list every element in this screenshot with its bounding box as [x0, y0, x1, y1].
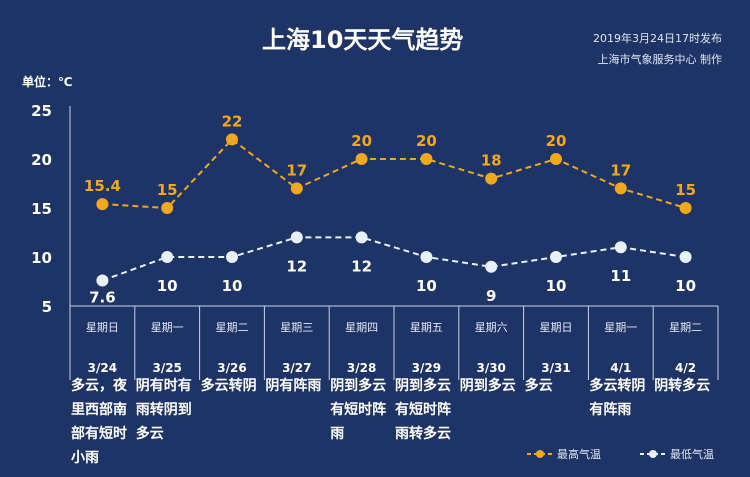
high-temp-label: 20 [351, 132, 372, 150]
low-temp-label: 10 [222, 277, 243, 295]
low-temp-label: 11 [610, 267, 631, 285]
low-temp-label: 10 [416, 277, 437, 295]
weekday-label: 星期一 [151, 321, 184, 334]
high-temp-point [226, 133, 238, 146]
low-temp-label: 10 [675, 277, 696, 295]
weather-description: 阴有阵雨 [265, 378, 322, 394]
date-label: 3/31 [541, 361, 570, 375]
legend-low: 最低气温 [640, 446, 714, 462]
low-temp-point [161, 251, 174, 263]
high-temp-point [290, 182, 303, 195]
weather-description: 阴到多云 [459, 378, 516, 394]
high-temp-label: 20 [416, 132, 437, 150]
date-label: 3/28 [347, 361, 376, 375]
low-temp-label: 10 [546, 277, 567, 295]
low-temp-label: 12 [286, 257, 307, 275]
low-temp-point [226, 251, 238, 263]
low-temp-point [420, 251, 433, 263]
high-temp-line [102, 138, 686, 210]
low-temp-point [290, 231, 303, 244]
low-temp-point [679, 251, 692, 263]
weekday-label: 星期六 [475, 321, 508, 334]
high-temp-point [96, 198, 109, 211]
y-tick-label: 25 [31, 102, 52, 120]
weekday-label: 星期二 [669, 321, 702, 334]
high-temp-label: 15.4 [84, 177, 121, 195]
high-temp-point [679, 202, 692, 214]
date-label: 4/1 [610, 361, 631, 375]
weekday-label: 星期四 [345, 321, 378, 334]
y-tick-label: 15 [31, 200, 52, 218]
unit-label: 单位：℃ [22, 75, 73, 89]
high-temp-point [420, 153, 433, 165]
weekday-label: 星期三 [280, 321, 313, 334]
legend-high-marker-icon [527, 450, 553, 458]
y-tick-label: 10 [31, 249, 52, 267]
weather-description: 多云转阴 [200, 378, 257, 394]
low-temp-line [102, 236, 686, 282]
high-temp-point [161, 202, 174, 214]
weather-description: 阴转多云 [654, 378, 711, 394]
high-temp-point [550, 153, 562, 165]
weather-description: 多云，夜里西部南部有短时小雨 [71, 378, 127, 466]
weekday-label: 星期二 [216, 321, 249, 334]
y-tick-label: 5 [42, 298, 52, 316]
high-temp-label: 17 [286, 161, 307, 179]
low-temp-point [614, 241, 627, 254]
weekday-label: 星期日 [86, 321, 119, 334]
low-temp-point [355, 231, 368, 244]
high-temp-label: 15 [157, 181, 178, 199]
high-temp-point [614, 182, 627, 195]
low-temp-label: 7.6 [89, 289, 116, 307]
weather-description: 阴到多云有短时阵雨转多云 [395, 378, 451, 442]
low-temp-label: 12 [351, 257, 372, 275]
legend-low-label: 最低气温 [670, 448, 714, 461]
publish-time: 2019年3月24日17时发布 [593, 32, 722, 45]
high-temp-label: 20 [546, 132, 567, 150]
weekday-label: 星期一 [604, 321, 637, 334]
date-label: 3/24 [88, 361, 117, 375]
high-temp-label: 18 [481, 152, 502, 170]
producer: 上海市气象服务中心 制作 [597, 53, 723, 66]
high-temp-point [355, 153, 368, 165]
weather-description: 阴到多云有短时阵雨 [330, 378, 387, 442]
weather-description: 阴有时有雨转阴到多云 [135, 378, 192, 442]
low-temp-point [485, 260, 498, 273]
date-label: 4/2 [675, 361, 696, 375]
high-temp-label: 17 [610, 161, 631, 179]
weather-description: 多云转阴有阵雨 [589, 378, 646, 418]
low-temp-point [96, 274, 109, 287]
high-temp-point [485, 172, 498, 185]
date-label: 3/26 [217, 361, 246, 375]
date-label: 3/29 [412, 361, 441, 375]
high-temp-label: 15 [675, 181, 696, 199]
weekday-label: 星期五 [410, 321, 443, 334]
low-temp-label: 9 [486, 287, 496, 305]
low-temp-label: 10 [157, 277, 178, 295]
weekday-label: 星期日 [540, 321, 573, 334]
legend-low-marker-icon [640, 450, 666, 458]
date-label: 3/25 [152, 361, 181, 375]
date-label: 3/27 [282, 361, 311, 375]
low-temp-point [550, 251, 562, 263]
weather-description: 多云 [524, 378, 553, 394]
legend-high: 最高气温 [527, 446, 601, 462]
y-tick-label: 20 [31, 151, 52, 169]
chart-title: 上海10天天气趋势 [262, 26, 464, 54]
legend-high-label: 最高气温 [557, 448, 601, 461]
date-label: 3/30 [476, 361, 505, 375]
high-temp-label: 22 [222, 112, 243, 130]
